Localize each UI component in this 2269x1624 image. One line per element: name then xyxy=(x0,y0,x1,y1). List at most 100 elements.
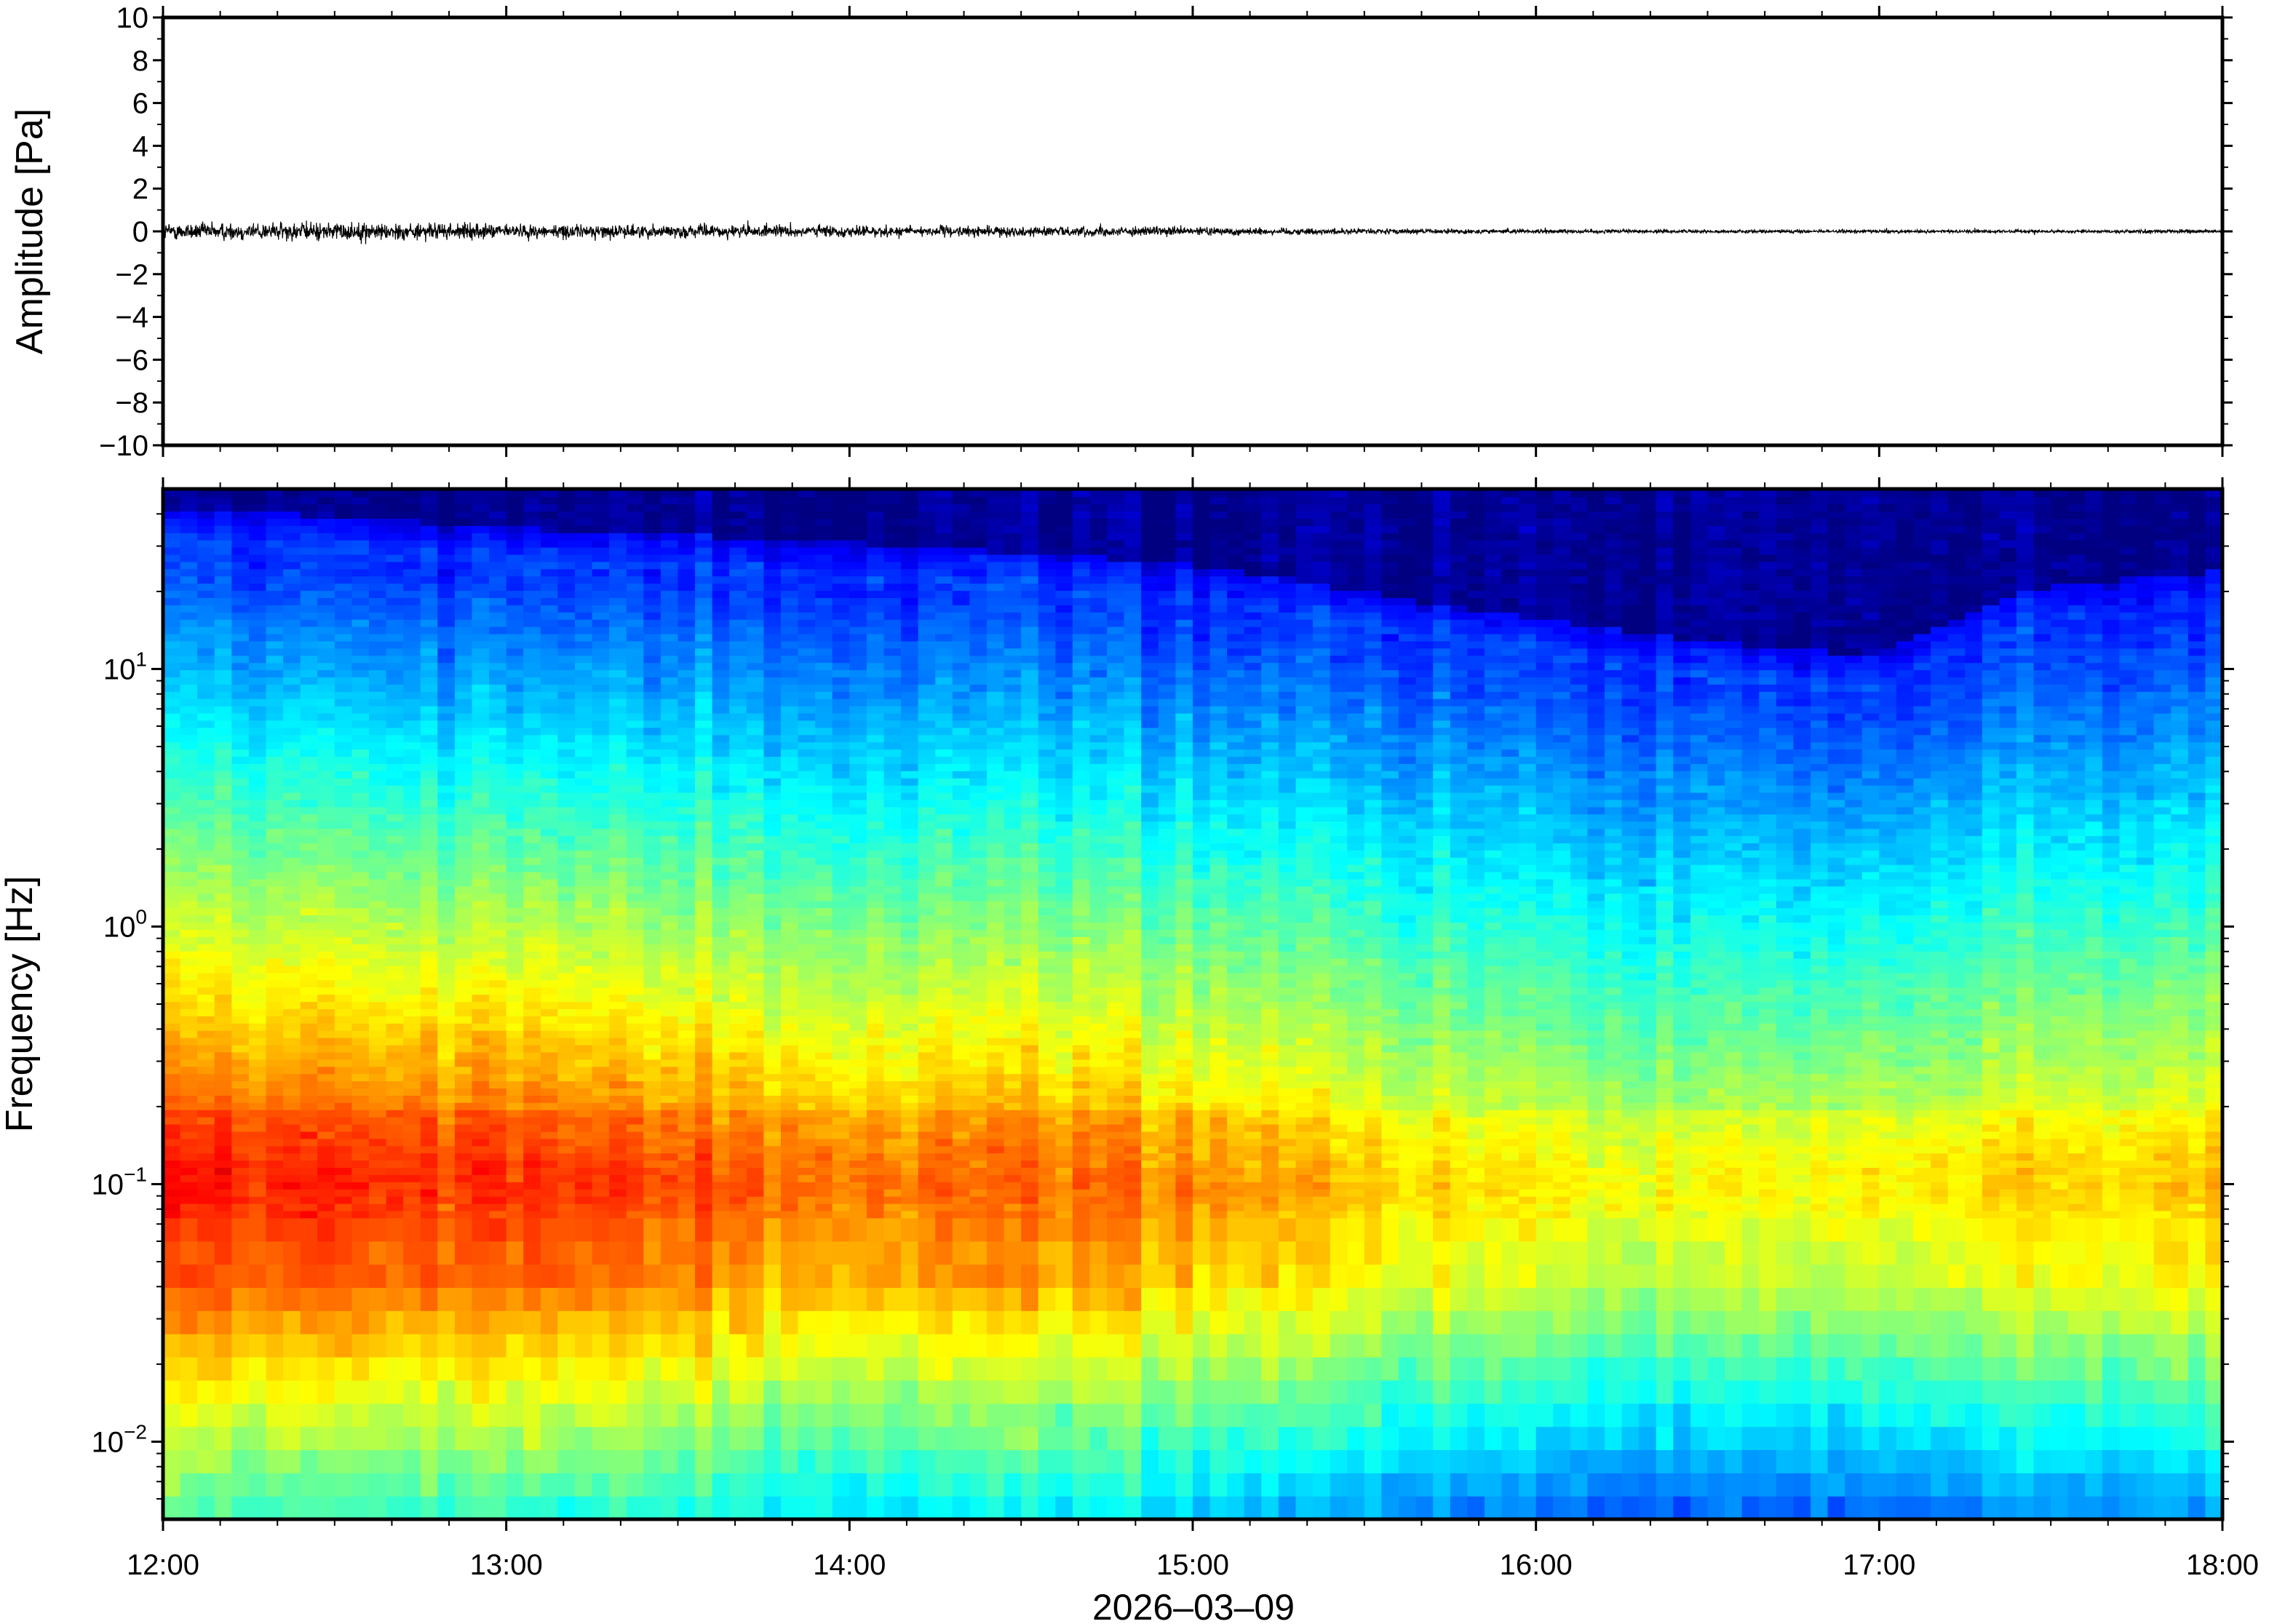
spectrogram-cell xyxy=(609,958,627,966)
spectrogram-cell xyxy=(351,929,370,937)
spectrogram-cell xyxy=(214,1287,232,1311)
spectrogram-cell xyxy=(197,1380,215,1404)
spectrogram-cell xyxy=(660,1380,679,1404)
spectrogram-cell xyxy=(489,1182,507,1190)
spectrogram-cell xyxy=(746,503,765,512)
spectrogram-cell xyxy=(798,1080,816,1088)
spectrogram-cell xyxy=(248,1073,267,1082)
spectrogram-cell xyxy=(231,756,250,764)
spectrogram-cell xyxy=(866,749,885,757)
spectrogram-cell xyxy=(248,1123,267,1132)
spectrogram-cell xyxy=(540,771,559,779)
spectrogram-cell xyxy=(575,1073,593,1082)
spectrogram-cell xyxy=(695,655,713,664)
spectrogram-cell xyxy=(248,1426,267,1451)
spectrogram-cell xyxy=(695,712,713,721)
spectrogram-cell xyxy=(883,1189,902,1197)
spectrogram-cell xyxy=(163,1138,181,1147)
spectrogram-cell xyxy=(695,633,713,642)
spectrogram-cell xyxy=(557,1095,576,1103)
spectrogram-cell xyxy=(746,944,765,952)
spectrogram-cell xyxy=(472,1217,490,1242)
spectrogram-cell xyxy=(231,1403,250,1428)
spectrogram-cell xyxy=(746,929,765,937)
spectrogram-cell xyxy=(300,756,318,764)
spectrogram-cell xyxy=(386,1334,404,1358)
spectrogram-cell xyxy=(351,1264,370,1288)
spectrogram-cell xyxy=(300,749,318,757)
spectrogram-cell xyxy=(832,691,850,699)
spectrogram-cell xyxy=(832,1073,850,1082)
spectrogram-cell xyxy=(300,1131,318,1139)
spectrogram-cell xyxy=(300,1287,318,1311)
spectrogram-cell xyxy=(506,1496,524,1520)
spectrogram-cell xyxy=(695,1080,713,1088)
spectrogram-cell xyxy=(437,677,456,685)
spectrogram-cell xyxy=(351,979,370,988)
spectrogram-cell xyxy=(163,785,181,793)
spectrogram-cell xyxy=(300,1038,318,1046)
spectrogram-cell xyxy=(163,511,181,519)
spectrogram-cell xyxy=(660,1016,679,1024)
spectrogram-cell xyxy=(660,878,679,887)
spectrogram-cell xyxy=(781,1095,799,1103)
spectrogram-cell xyxy=(763,872,782,880)
spectrogram-cell xyxy=(763,583,782,592)
spectrogram-cell xyxy=(523,1403,541,1428)
spectrogram-cell xyxy=(334,907,353,916)
spectrogram-cell xyxy=(866,677,885,685)
spectrogram-cell xyxy=(849,547,867,555)
spectrogram-cell xyxy=(437,612,456,620)
spectrogram-cell xyxy=(403,540,421,548)
spectrogram-cell xyxy=(643,756,661,764)
spectrogram-cell xyxy=(592,1174,610,1182)
spectrogram-cell xyxy=(695,698,713,706)
spectrogram-cell xyxy=(506,1167,524,1175)
spectrogram-cell xyxy=(540,1153,559,1161)
spectrogram-cell xyxy=(248,655,267,664)
spectrogram-cell xyxy=(386,1080,404,1088)
spectrogram-cell xyxy=(626,1203,644,1211)
spectrogram-cell xyxy=(592,1080,610,1088)
spectrogram-cell xyxy=(266,1210,284,1219)
spectrogram-cell xyxy=(677,677,696,685)
spectrogram-cell xyxy=(454,655,473,664)
spectrogram-cell xyxy=(763,1030,782,1038)
spectrogram-cell xyxy=(592,554,610,562)
spectrogram-cell xyxy=(283,706,301,714)
spectrogram-cell xyxy=(506,1123,524,1132)
spectrogram-cell xyxy=(403,821,421,829)
spectrogram-cell xyxy=(351,987,370,995)
spectrogram-cell xyxy=(454,1030,473,1038)
spectrogram-cell xyxy=(317,806,335,815)
spectrogram-cell xyxy=(300,503,318,512)
spectrogram-cell xyxy=(557,864,576,872)
spectrogram-cell xyxy=(214,734,232,743)
spectrogram-cell xyxy=(351,1008,370,1016)
spectrogram-cell xyxy=(437,698,456,706)
spectrogram-cell xyxy=(454,850,473,858)
spectrogram-cell xyxy=(643,1167,661,1175)
spectrogram-cell xyxy=(849,1088,867,1096)
spectrogram-cell xyxy=(815,893,833,901)
spectrogram-cell xyxy=(248,936,267,944)
spectrogram-cell xyxy=(729,597,747,605)
spectrogram-cell xyxy=(815,720,833,728)
spectrogram-cell xyxy=(197,640,215,649)
spectrogram-cell xyxy=(712,1334,730,1358)
spectrogram-cell xyxy=(180,828,198,837)
spectrogram-cell xyxy=(712,727,730,736)
spectrogram-cell xyxy=(523,597,541,605)
spectrogram-cell xyxy=(815,605,833,613)
spectrogram-cell xyxy=(592,1380,610,1404)
spectrogram-cell xyxy=(609,828,627,837)
spectrogram-cell xyxy=(334,561,353,570)
spectrogram-cell xyxy=(557,893,576,901)
spectrogram-cell xyxy=(489,1380,507,1404)
spectrogram-cell xyxy=(214,489,232,498)
spectrogram-cell xyxy=(729,1203,747,1211)
spectrogram-cell xyxy=(729,1030,747,1038)
spectrogram-cell xyxy=(214,1016,232,1024)
spectrogram-cell xyxy=(180,893,198,901)
spectrogram-cell xyxy=(798,1110,816,1118)
